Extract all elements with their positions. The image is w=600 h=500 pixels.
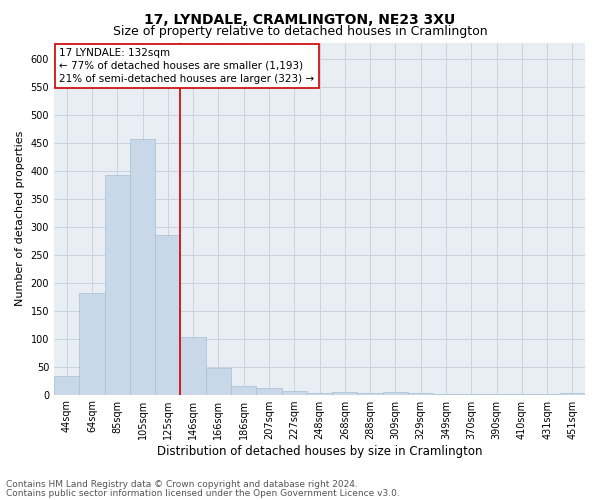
Bar <box>332 392 358 394</box>
Bar <box>231 386 256 394</box>
Y-axis label: Number of detached properties: Number of detached properties <box>15 131 25 306</box>
Bar <box>130 139 155 394</box>
Bar <box>54 376 79 394</box>
Text: Contains HM Land Registry data © Crown copyright and database right 2024.: Contains HM Land Registry data © Crown c… <box>6 480 358 489</box>
Bar <box>206 368 231 394</box>
Bar <box>155 234 181 394</box>
Text: 17, LYNDALE, CRAMLINGTON, NE23 3XU: 17, LYNDALE, CRAMLINGTON, NE23 3XU <box>145 12 455 26</box>
Bar <box>256 388 281 394</box>
Text: Contains public sector information licensed under the Open Government Licence v3: Contains public sector information licen… <box>6 488 400 498</box>
Bar <box>104 175 130 394</box>
Bar <box>281 390 307 394</box>
Bar <box>383 392 408 394</box>
Bar <box>181 337 206 394</box>
X-axis label: Distribution of detached houses by size in Cramlington: Distribution of detached houses by size … <box>157 444 482 458</box>
Bar <box>79 294 104 394</box>
Text: Size of property relative to detached houses in Cramlington: Size of property relative to detached ho… <box>113 25 487 38</box>
Text: 17 LYNDALE: 132sqm
← 77% of detached houses are smaller (1,193)
21% of semi-deta: 17 LYNDALE: 132sqm ← 77% of detached hou… <box>59 48 314 84</box>
